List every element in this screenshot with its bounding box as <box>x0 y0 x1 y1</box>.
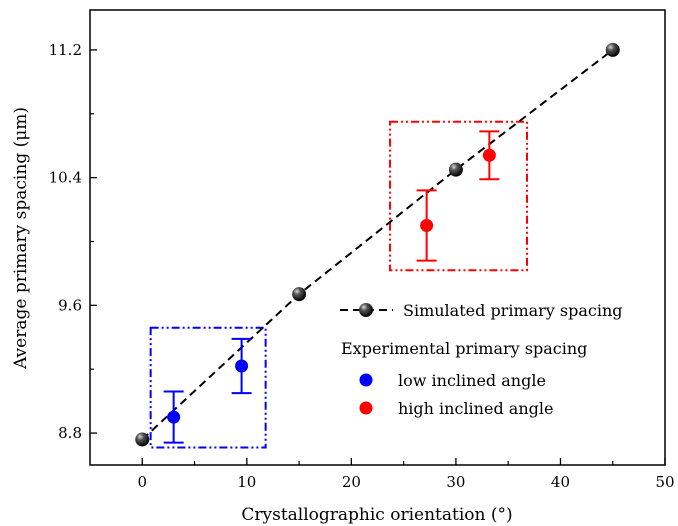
highlight-boxes <box>149 120 528 449</box>
blue-highlight-box <box>149 326 267 449</box>
legend-group-title: Experimental primary spacing <box>341 339 587 358</box>
y-axis-label: Average primary spacing (μm) <box>11 107 31 370</box>
y-tick-label: 10.4 <box>49 169 82 187</box>
y-tick-label: 11.2 <box>49 41 82 59</box>
experimental-point <box>235 359 249 373</box>
experimental-point <box>167 410 181 424</box>
simulated-point <box>135 432 150 447</box>
legend: Simulated primary spacing Experimental pr… <box>340 301 623 418</box>
red-highlight-box <box>389 120 528 272</box>
legend-marker-low <box>359 373 373 387</box>
y-tick-label: 8.8 <box>58 424 82 442</box>
simulated-series <box>135 42 620 447</box>
x-tick-label: 40 <box>551 473 570 491</box>
legend-label-high: high inclined angle <box>398 399 553 418</box>
simulated-point <box>292 287 307 302</box>
legend-marker-high <box>359 401 373 415</box>
x-tick-label: 10 <box>237 473 256 491</box>
x-tick-label: 50 <box>655 473 674 491</box>
x-tick-label: 20 <box>342 473 361 491</box>
simulated-point <box>448 162 463 177</box>
experimental-point <box>482 148 496 162</box>
x-tick-label: 30 <box>446 473 465 491</box>
axes: 0 10 20 30 40 50 8.8 9.6 10.4 11.2 <box>49 41 675 491</box>
legend-sphere-sample <box>359 303 373 317</box>
experimental-series <box>163 130 500 444</box>
simulated-line <box>141 49 614 441</box>
plot-frame <box>89 9 666 466</box>
x-axis-label: Crystallographic orientation (°) <box>241 505 512 525</box>
legend-label-low: low inclined angle <box>398 371 546 390</box>
legend-label-simulated: Simulated primary spacing <box>403 301 623 320</box>
experimental-point <box>420 219 434 233</box>
y-tick-label: 9.6 <box>58 296 82 314</box>
x-tick-label: 0 <box>137 473 147 491</box>
simulated-point <box>605 42 620 57</box>
